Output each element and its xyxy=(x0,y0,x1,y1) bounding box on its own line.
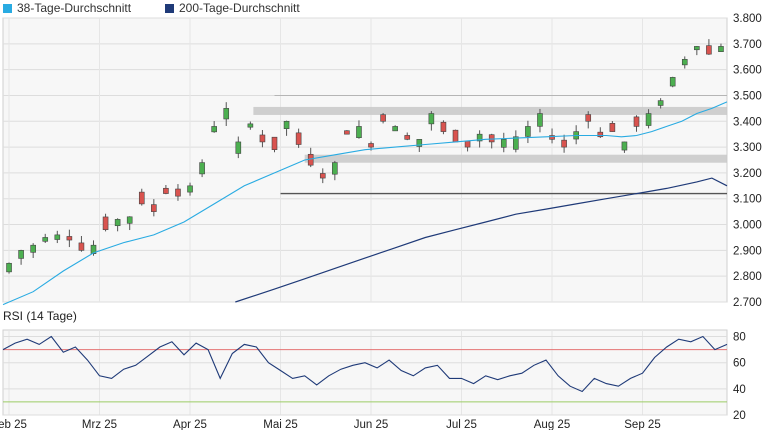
candle-up xyxy=(694,46,700,51)
candle-up xyxy=(199,162,205,175)
x-tick-label: Feb 25 xyxy=(0,419,27,430)
candle-up xyxy=(681,59,688,66)
candle-down xyxy=(138,191,145,205)
rsi-line xyxy=(2,335,728,393)
price-tick-label: 2.800 xyxy=(733,271,762,283)
price-tick-label: 3.800 xyxy=(733,13,762,25)
x-tick-label: Aug 25 xyxy=(534,419,570,430)
candle-up xyxy=(657,100,664,106)
price-tick-label: 3.500 xyxy=(733,90,762,102)
candle-up xyxy=(513,136,519,150)
candle-up xyxy=(669,77,676,87)
candle-down xyxy=(380,114,386,122)
candle-down xyxy=(259,134,266,143)
candle-up xyxy=(332,162,338,175)
x-tick-label: Mai 25 xyxy=(263,419,298,430)
candle-down xyxy=(561,139,567,148)
candle-up xyxy=(718,46,724,52)
candle-up xyxy=(247,123,254,128)
candle-up xyxy=(90,244,97,254)
candle-up xyxy=(416,139,423,147)
candle-up xyxy=(30,244,36,253)
candle-down xyxy=(295,132,302,145)
candle-down xyxy=(585,114,592,122)
candle-up xyxy=(54,234,61,240)
candle-down xyxy=(404,135,411,140)
rsi-tick-label: 60 xyxy=(733,358,746,370)
x-tick-label: Apr 25 xyxy=(173,419,207,430)
legend-label: 200-Tage-Durchschnitt xyxy=(179,1,300,15)
rsi-panel xyxy=(2,329,728,416)
resistance-band xyxy=(304,154,727,163)
sma38-swatch-icon xyxy=(3,4,12,13)
candle-up xyxy=(392,126,398,132)
candle-up xyxy=(356,126,362,138)
candle-up xyxy=(283,120,290,129)
price-tick-label: 3.000 xyxy=(733,220,762,232)
price-tick-label: 3.600 xyxy=(733,65,762,77)
candle-up xyxy=(621,141,628,151)
x-tick-label: Jul 25 xyxy=(446,419,477,430)
legend-label: 38-Tage-Durchschnitt xyxy=(17,1,132,15)
candle-up xyxy=(537,113,543,127)
x-tick-label: Mrz 25 xyxy=(82,419,117,430)
price-tick-label: 2.900 xyxy=(733,245,762,257)
candle-down xyxy=(78,242,85,251)
candle-down xyxy=(66,236,73,241)
x-tick-label: Jun 25 xyxy=(354,419,389,430)
candle-down xyxy=(319,173,326,179)
candle-up xyxy=(42,237,49,242)
legend-item-sma200: 200-Tage-Durchschnitt xyxy=(165,1,300,15)
candle-up xyxy=(235,141,242,154)
candle-down xyxy=(440,121,447,132)
candle-down xyxy=(368,143,374,148)
candle-down xyxy=(633,116,640,127)
candle-up xyxy=(114,219,121,227)
candle-down xyxy=(597,131,604,138)
price-tick-label: 3.100 xyxy=(733,194,762,206)
candle-down xyxy=(706,45,712,55)
candle-down xyxy=(344,130,350,135)
candle-down xyxy=(151,204,157,212)
candle-up xyxy=(645,113,652,126)
price-tick-label: 3.700 xyxy=(733,39,762,51)
candle-up xyxy=(223,108,230,120)
sma38-line xyxy=(2,101,728,306)
sma200-swatch-icon xyxy=(165,4,174,13)
candle-down xyxy=(163,187,169,194)
price-tick-label: 2.700 xyxy=(733,297,762,309)
candle-up xyxy=(126,216,133,224)
candle-up xyxy=(500,139,507,148)
candle-down xyxy=(609,123,616,132)
rsi-tick-label: 20 xyxy=(733,410,746,422)
resistance-band xyxy=(253,106,727,115)
x-tick-label: Sep 25 xyxy=(624,419,660,430)
candle-down xyxy=(102,216,109,231)
candle-up xyxy=(187,185,193,193)
candle-up xyxy=(525,126,531,137)
sma200-line xyxy=(235,177,728,303)
legend-item-sma38: 38-Tage-Durchschnitt xyxy=(3,1,131,15)
candle-up xyxy=(6,262,12,273)
candle-down xyxy=(175,188,181,197)
candle-down xyxy=(488,134,495,143)
price-tick-label: 3.200 xyxy=(733,168,762,180)
rsi-tick-label: 80 xyxy=(733,332,746,344)
candle-up xyxy=(428,113,435,125)
candle-down xyxy=(452,129,459,143)
price-tick-label: 3.300 xyxy=(733,142,762,154)
candle-down xyxy=(549,135,555,140)
candle-up xyxy=(211,126,217,133)
candle-down xyxy=(271,136,278,150)
rsi-tick-label: 40 xyxy=(733,384,746,396)
candle-up xyxy=(476,133,483,142)
candle-up xyxy=(18,250,24,259)
rsi-title: RSI (14 Tage) xyxy=(3,309,77,323)
candle-down xyxy=(464,140,471,148)
price-tick-label: 3.400 xyxy=(733,116,762,128)
